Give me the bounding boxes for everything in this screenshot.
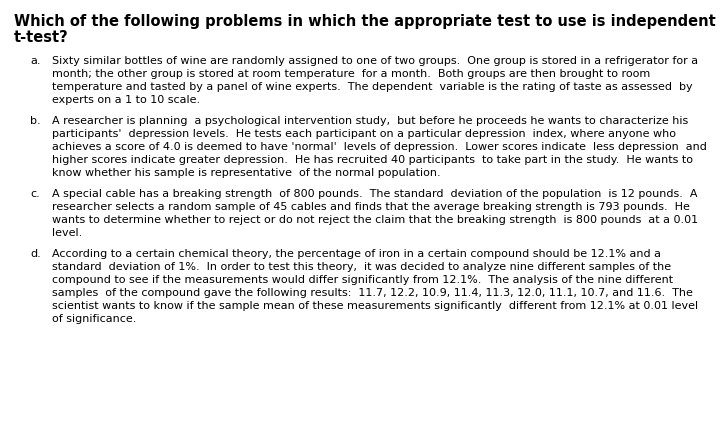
Text: A researcher is planning  a psychological intervention study,  but before he pro: A researcher is planning a psychological… — [52, 116, 688, 125]
Text: t-test?: t-test? — [14, 30, 68, 45]
Text: participants'  depression levels.  He tests each participant on a particular dep: participants' depression levels. He test… — [52, 128, 676, 139]
Text: samples  of the compound gave the following results:  11.7, 12.2, 10.9, 11.4, 11: samples of the compound gave the followi… — [52, 288, 693, 298]
Text: researcher selects a random sample of 45 cables and finds that the average break: researcher selects a random sample of 45… — [52, 201, 690, 212]
Text: b.: b. — [30, 116, 40, 125]
Text: Sixty similar bottles of wine are randomly assigned to one of two groups.  One g: Sixty similar bottles of wine are random… — [52, 55, 698, 66]
Text: achieves a score of 4.0 is deemed to have 'normal'  levels of depression.  Lower: achieves a score of 4.0 is deemed to hav… — [52, 142, 707, 152]
Text: experts on a 1 to 10 scale.: experts on a 1 to 10 scale. — [52, 94, 200, 104]
Text: know whether his sample is representative  of the normal population.: know whether his sample is representativ… — [52, 168, 441, 177]
Text: compound to see if the measurements would differ significantly from 12.1%.  The : compound to see if the measurements woul… — [52, 274, 673, 284]
Text: of significance.: of significance. — [52, 314, 136, 324]
Text: temperature and tasted by a panel of wine experts.  The dependent  variable is t: temperature and tasted by a panel of win… — [52, 82, 693, 92]
Text: a.: a. — [30, 55, 40, 66]
Text: month; the other group is stored at room temperature  for a month.  Both groups : month; the other group is stored at room… — [52, 69, 650, 79]
Text: A special cable has a breaking strength  of 800 pounds.  The standard  deviation: A special cable has a breaking strength … — [52, 189, 698, 198]
Text: c.: c. — [30, 189, 40, 198]
Text: According to a certain chemical theory, the percentage of iron in a certain comp: According to a certain chemical theory, … — [52, 249, 661, 259]
Text: Which of the following problems in which the appropriate test to use is independ: Which of the following problems in which… — [14, 14, 720, 29]
Text: wants to determine whether to reject or do not reject the claim that the breakin: wants to determine whether to reject or … — [52, 215, 698, 225]
Text: d.: d. — [30, 249, 41, 259]
Text: higher scores indicate greater depression.  He has recruited 40 participants  to: higher scores indicate greater depressio… — [52, 155, 693, 165]
Text: level.: level. — [52, 228, 82, 238]
Text: scientist wants to know if the sample mean of these measurements significantly  : scientist wants to know if the sample me… — [52, 301, 698, 311]
Text: standard  deviation of 1%.  In order to test this theory,  it was decided to ana: standard deviation of 1%. In order to te… — [52, 262, 671, 272]
